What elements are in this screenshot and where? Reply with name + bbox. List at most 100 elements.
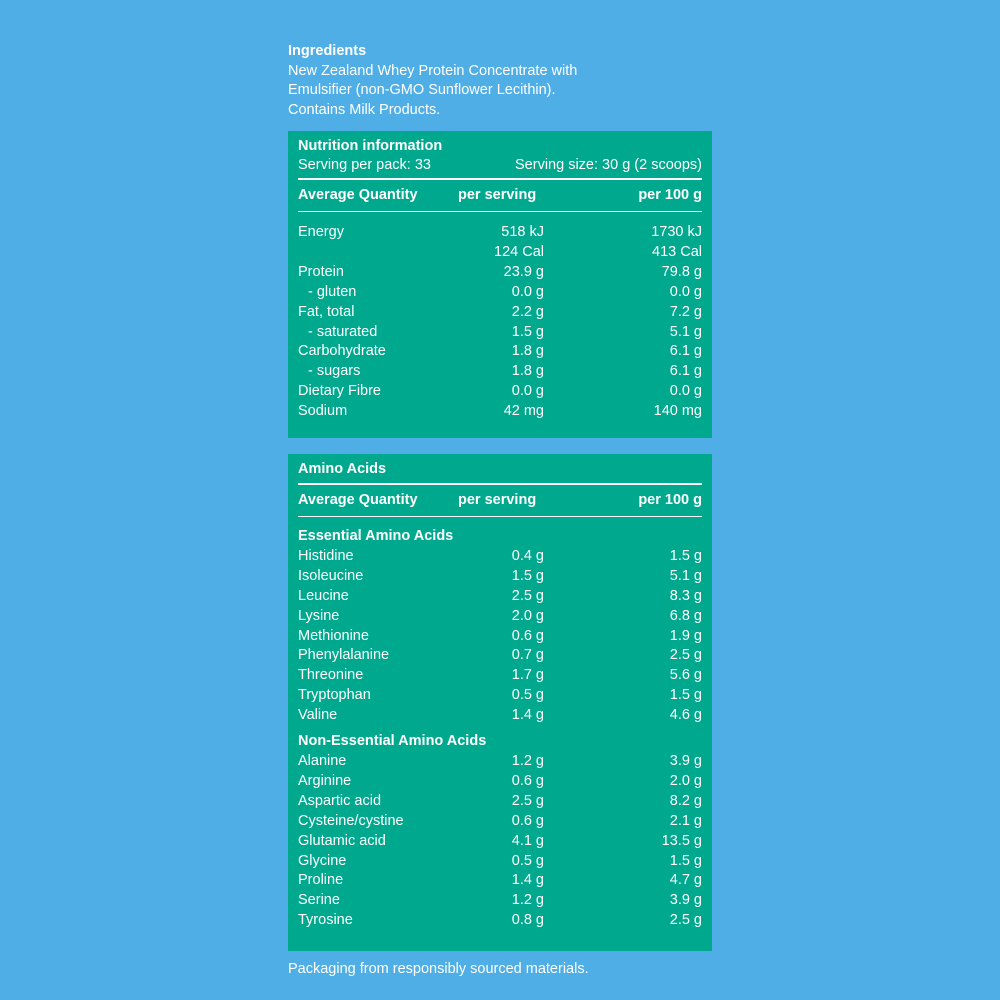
per-serving-value: 1.2 g <box>511 892 544 909</box>
row-label: Histidine <box>298 547 354 564</box>
ingredients-title: Ingredients <box>288 43 367 59</box>
amino-acid-row: Serine 1.2 g 3.9 g <box>298 891 702 911</box>
header-per-serving: per serving <box>458 492 537 508</box>
nutrient-row: - saturated 1.5 g 5.1 g <box>298 323 702 343</box>
per-100g-value: 4.7 g <box>669 872 702 889</box>
amino-acids-panel: Amino Acids Average Quantity per serving… <box>288 454 712 951</box>
per-serving-value: 0.4 g <box>511 547 544 564</box>
row-label: Carbohydrate <box>298 343 386 360</box>
header-per-100g: per 100 g <box>638 187 702 203</box>
row-label: Serine <box>298 892 340 909</box>
per-100g-value: 5.1 g <box>669 323 702 340</box>
amino-acid-row: Threonine 1.7 g 5.6 g <box>298 666 702 686</box>
amino-acid-row: Cysteine/cystine 0.6 g 2.1 g <box>298 812 702 832</box>
divider <box>298 516 702 517</box>
per-100g-value: 413 Cal <box>652 243 702 260</box>
row-label: Lysine <box>298 607 340 624</box>
row-label: Isoleucine <box>298 567 364 584</box>
nutrition-rows: Energy 518 kJ 1730 kJ 124 Cal 413 Cal Protein… <box>298 223 702 422</box>
per-100g-value: 79.8 g <box>661 263 702 280</box>
header-average-quantity: Average Quantity <box>298 187 418 203</box>
row-label: Arginine <box>298 772 352 789</box>
per-serving-value: 4.1 g <box>511 832 544 849</box>
row-label: Glutamic acid <box>298 832 386 849</box>
row-label: Methionine <box>298 627 369 644</box>
row-label: Proline <box>298 872 344 889</box>
row-label: Phenylalanine <box>298 647 390 664</box>
serving-size: Serving size: 30 g (2 scoops) <box>515 157 702 173</box>
ingredients-line: New Zealand Whey Protein Concentrate wit… <box>288 62 578 79</box>
row-label: Sodium <box>298 403 348 420</box>
row-label: Cysteine/cystine <box>298 812 404 829</box>
serving-per-pack: Serving per pack: 33 <box>298 157 431 173</box>
table-header: Average Quantity per serving per 100 g <box>298 485 702 516</box>
amino-acid-row: Histidine 0.4 g 1.5 g <box>298 547 702 567</box>
nutrition-information-panel: Nutrition information Serving per pack: … <box>288 131 712 438</box>
amino-acid-row: Aspartic acid 2.5 g 8.2 g <box>298 792 702 812</box>
per-100g-value: 1.5 g <box>669 687 702 704</box>
per-serving-value: 42 mg <box>503 403 544 420</box>
per-100g-value: 2.5 g <box>669 647 702 664</box>
header-per-100g: per 100 g <box>638 492 702 508</box>
row-label: Protein <box>298 263 344 280</box>
per-serving-value: 2.5 g <box>511 792 544 809</box>
amino-title: Amino Acids <box>298 461 387 477</box>
row-label: Leucine <box>298 587 349 604</box>
header-per-serving: per serving <box>458 187 537 203</box>
per-serving-value: 1.8 g <box>511 363 544 380</box>
row-label: Fat, total <box>298 303 355 320</box>
divider <box>298 178 702 180</box>
per-100g-value: 0.0 g <box>669 283 702 300</box>
row-label: Tryptophan <box>298 687 371 704</box>
per-100g-value: 3.9 g <box>669 752 702 769</box>
per-serving-value: 1.8 g <box>511 343 544 360</box>
nutrient-row: - gluten 0.0 g 0.0 g <box>298 283 702 303</box>
row-label: Tyrosine <box>298 912 353 929</box>
nutrient-row: 124 Cal 413 Cal <box>298 243 702 263</box>
amino-acid-row: Glycine 0.5 g 1.5 g <box>298 852 702 872</box>
per-serving-value: 0.6 g <box>511 812 544 829</box>
nutrient-row: Fat, total 2.2 g 7.2 g <box>298 303 702 323</box>
serving-line: Serving per pack: 33 Serving size: 30 g … <box>298 156 702 175</box>
per-serving-value: 1.5 g <box>511 567 544 584</box>
row-label: Dietary Fibre <box>298 383 381 400</box>
per-100g-value: 1.5 g <box>669 852 702 869</box>
non-essential-amino-title: Non-Essential Amino Acids <box>298 733 487 750</box>
row-label: Energy <box>298 224 344 240</box>
divider <box>298 211 702 212</box>
per-serving-value: 1.2 g <box>511 752 544 769</box>
ingredients-section: Ingredients New Zealand Whey Protein Con… <box>288 42 708 120</box>
per-100g-value: 13.5 g <box>661 832 702 849</box>
per-serving-value: 0.6 g <box>511 772 544 789</box>
row-label: Threonine <box>298 667 364 684</box>
nutrient-row: Carbohydrate 1.8 g 6.1 g <box>298 342 702 362</box>
amino-acid-row: Proline 1.4 g 4.7 g <box>298 871 702 891</box>
nutrient-row: Energy 518 kJ 1730 kJ <box>298 223 702 243</box>
row-label: - saturated <box>308 323 378 340</box>
header-average-quantity: Average Quantity <box>298 492 418 508</box>
per-serving-value: 0.6 g <box>511 627 544 644</box>
nutrient-row: Protein 23.9 g 79.8 g <box>298 263 702 283</box>
row-label: Glycine <box>298 852 347 869</box>
per-100g-value: 8.3 g <box>669 587 702 604</box>
per-serving-value: 0.8 g <box>511 912 544 929</box>
per-serving-value: 0.0 g <box>511 383 544 400</box>
per-100g-value: 7.2 g <box>669 303 702 320</box>
per-serving-value: 0.7 g <box>511 647 544 664</box>
per-100g-value: 140 mg <box>653 403 702 420</box>
per-100g-value: 3.9 g <box>669 892 702 909</box>
per-serving-value: 2.5 g <box>511 587 544 604</box>
nutrient-row: - sugars 1.8 g 6.1 g <box>298 362 702 382</box>
per-100g-value: 2.5 g <box>669 912 702 929</box>
amino-acid-row: Lysine 2.0 g 6.8 g <box>298 607 702 627</box>
table-header: Average Quantity per serving per 100 g <box>298 180 702 211</box>
row-label: Aspartic acid <box>298 792 382 809</box>
per-100g-value: 4.6 g <box>669 707 702 724</box>
nutrient-row: Sodium 42 mg 140 mg <box>298 402 702 422</box>
non-essential-amino-rows: Alanine 1.2 g 3.9 g Arginine 0.6 g 2.0 g Aspar… <box>298 752 702 931</box>
per-100g-value: 1730 kJ <box>651 224 702 240</box>
per-serving-value: 0.0 g <box>511 283 544 300</box>
per-100g-value: 2.0 g <box>669 772 702 789</box>
per-serving-value: 23.9 g <box>503 263 544 280</box>
per-serving-value: 1.4 g <box>511 707 544 724</box>
